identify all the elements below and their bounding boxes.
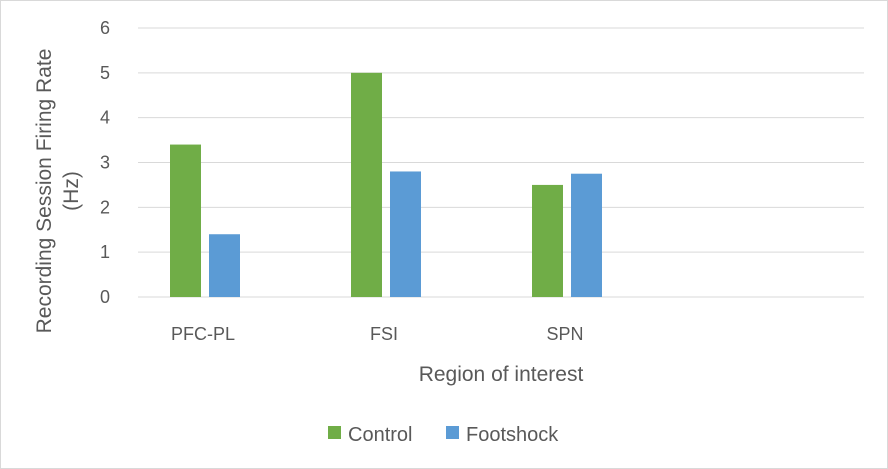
bar-footshock-fsi (390, 171, 421, 297)
x-tick-label-pfc-pl: PFC-PL (171, 324, 235, 344)
y-tick-label-5: 5 (100, 63, 110, 83)
bar-control-fsi (351, 72, 382, 297)
bars (170, 72, 602, 297)
gridlines (138, 27, 864, 298)
x-tick-label-spn: SPN (546, 324, 583, 344)
y-tick-labels: 0 1 2 3 4 5 6 (100, 18, 110, 307)
y-axis-title-line1: Recording Session Firing Rate (33, 49, 56, 334)
legend: Control Footshock (328, 424, 559, 446)
y-tick-label-4: 4 (100, 108, 110, 128)
legend-swatch-footshock (446, 426, 459, 439)
y-tick-label-0: 0 (100, 287, 110, 307)
legend-label-control: Control (348, 424, 412, 446)
bar-control-spn (532, 184, 563, 297)
bar-footshock-spn (571, 173, 602, 297)
y-tick-label-2: 2 (100, 197, 110, 217)
y-tick-label-3: 3 (100, 153, 110, 173)
x-tick-labels: PFC-PL FSI SPN (171, 324, 584, 344)
y-axis-title-line2: (Hz) (60, 171, 83, 211)
legend-label-footshock: Footshock (466, 424, 559, 446)
bar-footshock-pfc-pl (209, 234, 240, 297)
y-axis-title: Recording Session Firing Rate (Hz) (33, 49, 83, 334)
legend-swatch-control (328, 426, 341, 439)
y-tick-label-1: 1 (100, 242, 110, 262)
y-tick-label-6: 6 (100, 18, 110, 38)
x-tick-label-fsi: FSI (370, 324, 398, 344)
x-axis-title: Region of interest (419, 363, 584, 386)
bar-control-pfc-pl (170, 144, 201, 297)
